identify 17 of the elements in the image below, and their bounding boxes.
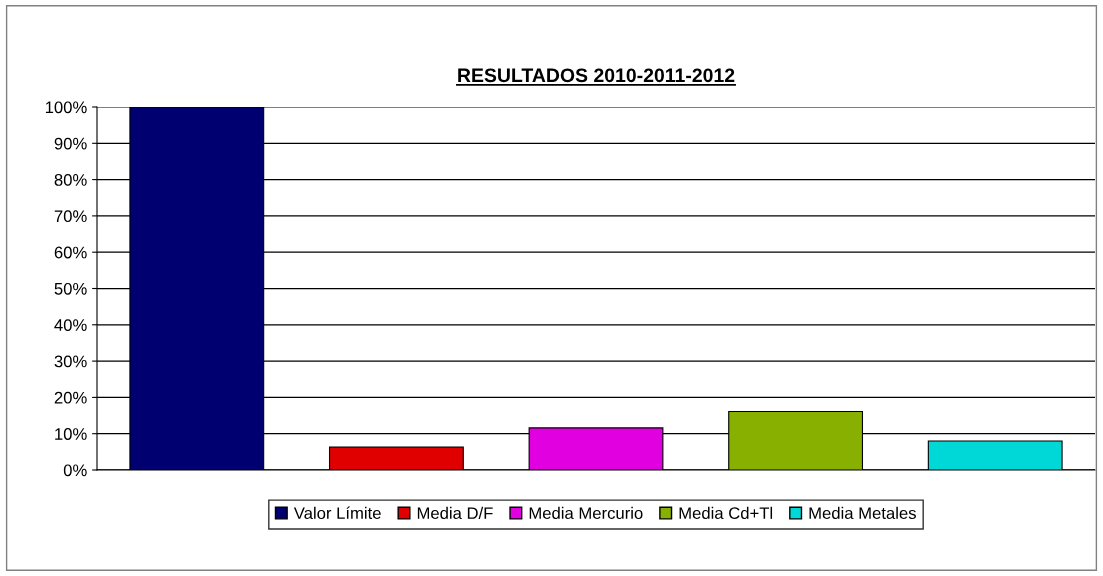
legend-label: Media Metales — [809, 506, 916, 520]
y-tick-label: 90% — [54, 137, 87, 150]
y-tick-label: 20% — [54, 391, 87, 404]
y-tick-label: 30% — [54, 355, 87, 368]
legend-label: Media D/F — [417, 506, 493, 520]
y-tick-label: 0% — [63, 464, 87, 477]
legend-label: Valor Límite — [293, 506, 381, 520]
y-tick-label: 10% — [55, 428, 87, 440]
y-tick-label: 70% — [54, 210, 87, 223]
y-tick-label: 80% — [54, 174, 87, 186]
chart-title: RESULTADOS 2010-2011-2012 — [458, 68, 735, 83]
y-tick-label: 40% — [54, 319, 87, 331]
y-tick-label: 60% — [54, 246, 87, 259]
legend-label: Media Mercurio — [529, 506, 643, 520]
y-tick-label: 100% — [45, 101, 87, 114]
legend-label: Media Cd+Tl — [679, 506, 773, 520]
y-tick-label: 50% — [54, 282, 87, 295]
